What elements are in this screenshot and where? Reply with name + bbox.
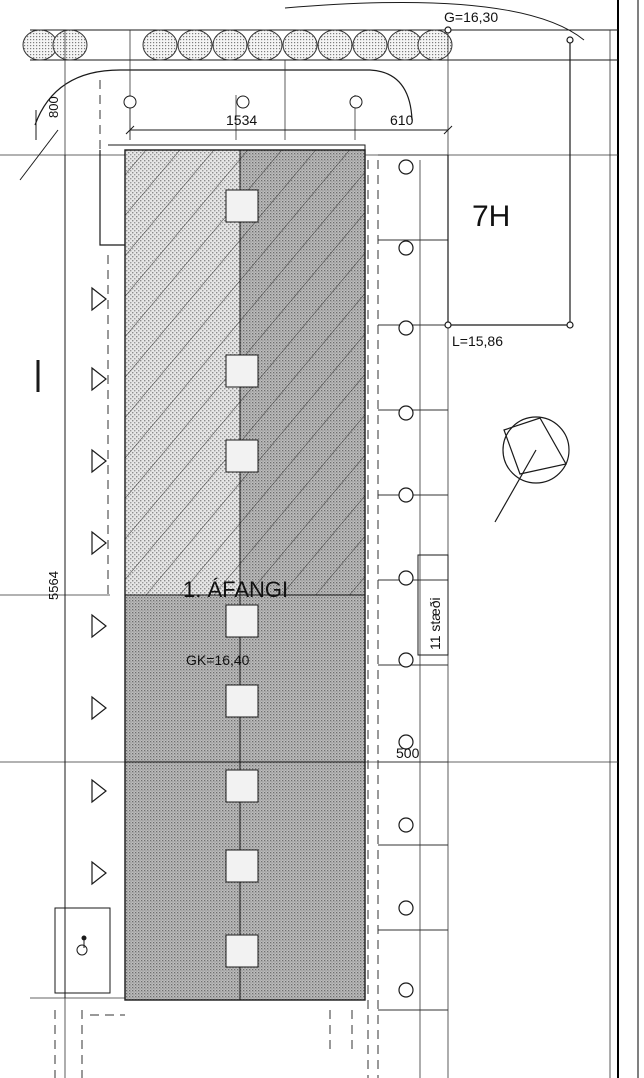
accessible-parking-box bbox=[54, 907, 111, 994]
parking-stalls bbox=[378, 154, 448, 1078]
lamp-posts bbox=[123, 95, 363, 109]
road-edges bbox=[19, 1, 618, 181]
dim-1534-label: 1534 bbox=[226, 112, 257, 128]
page-border bbox=[617, 0, 639, 1078]
phase-label: 1. ÁFANGI bbox=[183, 577, 288, 602]
building-footprint bbox=[99, 144, 366, 1001]
floor-level-label: GK=16,40 bbox=[186, 652, 250, 668]
l-level-label: L=15,86 bbox=[452, 333, 503, 349]
dimension-line-top bbox=[35, 110, 453, 140]
parking-markers bbox=[398, 159, 414, 998]
parking-label-frame bbox=[417, 554, 449, 656]
dashed-lines bbox=[54, 80, 379, 1078]
dim-610-label: 610 bbox=[390, 112, 414, 128]
building-columns bbox=[225, 189, 259, 968]
dim-5564-label: 5564 bbox=[46, 571, 61, 600]
lot-7h-box bbox=[444, 26, 574, 329]
parking-count-label: 11 stæði bbox=[427, 597, 443, 650]
entrance-markers bbox=[91, 286, 107, 886]
dim-800-label: 800 bbox=[46, 96, 61, 118]
dim-500-label: 500 bbox=[396, 745, 420, 761]
north-arrow-icon bbox=[494, 416, 570, 523]
wheelchair-icon bbox=[76, 935, 88, 956]
tree-row bbox=[22, 29, 453, 61]
dimension-line-left bbox=[36, 155, 66, 998]
g-level-label: G=16,30 bbox=[444, 9, 498, 25]
lot-id-label: 7H bbox=[472, 200, 510, 233]
